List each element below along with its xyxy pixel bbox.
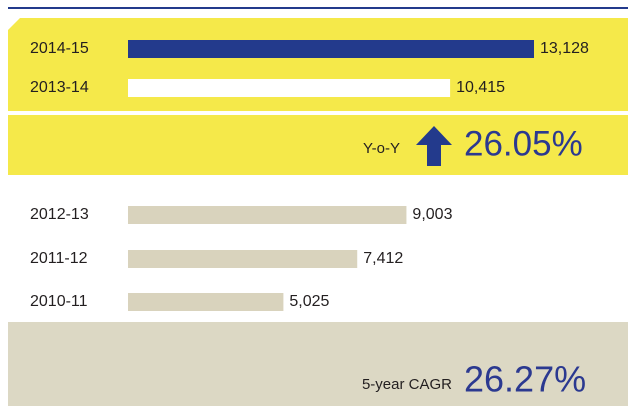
bar	[128, 206, 407, 224]
value-label: 5,025	[289, 293, 329, 310]
bar	[128, 40, 534, 58]
top-rule	[8, 7, 628, 9]
highlight-panel	[8, 18, 628, 111]
value-label: 7,412	[363, 250, 403, 267]
category-label: 2012-13	[30, 206, 89, 223]
value-label: 9,003	[412, 206, 452, 223]
up-arrow	[416, 126, 452, 166]
category-label: 2014-15	[30, 40, 89, 57]
category-label: 2013-14	[30, 79, 89, 96]
cagr-value: 26.27%	[464, 359, 586, 400]
bar	[128, 79, 451, 97]
cagr-label: 5-year CAGR	[362, 376, 452, 393]
category-label: 2011-12	[30, 250, 88, 267]
yoy-panel	[8, 115, 628, 175]
bar	[128, 250, 358, 268]
yoy-label: Y-o-Y	[363, 140, 400, 157]
value-label: 13,128	[540, 40, 589, 57]
cagr-panel	[8, 322, 628, 406]
yoy-value: 26.05%	[464, 124, 583, 163]
category-label: 2010-11	[30, 293, 88, 310]
value-label: 10,415	[456, 79, 505, 96]
bar	[128, 293, 284, 311]
